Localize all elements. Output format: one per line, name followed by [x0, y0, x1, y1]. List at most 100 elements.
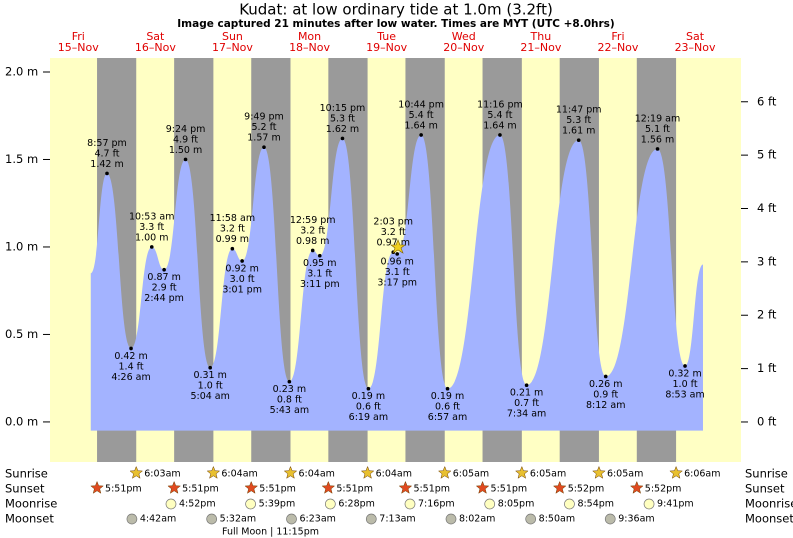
- sunrise-icon: [360, 465, 375, 479]
- extreme-label: 5:43 am: [270, 405, 309, 416]
- moonset-icon: [286, 513, 297, 525]
- extreme-label: 1.64 m: [404, 120, 437, 131]
- extreme-label: 1.0 ft: [673, 379, 698, 390]
- y-tick-label: 1.0 m: [5, 239, 38, 253]
- extreme-label: 3.3 ft: [139, 222, 164, 233]
- y-tick-label: 1.5 m: [5, 152, 38, 166]
- extreme-label: 1.64 m: [483, 120, 516, 131]
- day-date: 19–Nov: [366, 41, 407, 54]
- sunrise-time: 6:03am: [144, 469, 180, 480]
- extreme-label: 0.87 m: [147, 272, 180, 283]
- extreme-label: 0.31 m: [193, 370, 226, 381]
- extreme-label: 0.9 ft: [593, 389, 618, 400]
- moonrise-time: 4:52pm: [179, 499, 216, 510]
- extreme-label: 8:57 pm: [87, 138, 127, 149]
- extreme-label: 1.42 m: [90, 159, 123, 170]
- sunrise-icon: [283, 465, 298, 479]
- y-tick-label: 2.0 m: [5, 64, 38, 78]
- row-label: Sunset: [745, 482, 785, 496]
- day-weekday: Mon: [298, 30, 321, 43]
- moonset-icon: [365, 513, 377, 525]
- y-tick-label: 0.5 m: [5, 327, 38, 341]
- extreme-dot: [162, 267, 166, 272]
- extreme-label: 10:15 pm: [320, 103, 366, 114]
- extreme-label: 3.0 ft: [230, 274, 255, 285]
- y2-tick-label: 6 ft: [757, 94, 777, 108]
- extreme-dot: [603, 374, 608, 379]
- y2-tick-label: 0 ft: [757, 414, 777, 428]
- extreme-label: 1.56 m: [641, 134, 674, 145]
- sunrise-icon: [669, 465, 683, 479]
- sunset-time: 5:51pm: [336, 484, 373, 495]
- extreme-label: 9:49 pm: [244, 112, 284, 123]
- sunrise-time: 6:06am: [684, 469, 720, 480]
- extreme-label: 0.7 ft: [514, 398, 539, 409]
- extreme-label: 9:24 pm: [166, 124, 206, 135]
- now-marker: [390, 239, 406, 254]
- day-weekday: Tue: [376, 30, 396, 43]
- extreme-label: 5.4 ft: [409, 110, 434, 121]
- extreme-label: 0.32 m: [668, 368, 701, 379]
- day-date: 23–Nov: [675, 41, 716, 54]
- extreme-label: 1.0 ft: [198, 381, 223, 392]
- sunset-icon: [475, 480, 490, 494]
- extreme-label: 11:16 pm: [477, 99, 523, 110]
- extreme-label: 11:58 am: [210, 213, 255, 224]
- extreme-label: 1.00 m: [135, 232, 168, 243]
- extreme-label: 4.7 ft: [94, 148, 119, 159]
- moonset-icon: [126, 513, 138, 525]
- y2-tick-label: 1 ft: [757, 361, 777, 375]
- day-weekday: Sat: [686, 30, 705, 43]
- extreme-label: 7:34 am: [507, 409, 546, 420]
- extreme-label: 5.3 ft: [566, 115, 591, 126]
- extreme-label: 0.96 m: [380, 256, 413, 267]
- sunrise-icon: [206, 465, 221, 479]
- extreme-label: 5.1 ft: [645, 124, 670, 135]
- day-date: 22–Nov: [597, 41, 638, 54]
- extreme-label: 1.4 ft: [119, 361, 144, 372]
- sunset-time: 5:51pm: [413, 484, 450, 495]
- moonrise-time: 5:39pm: [259, 499, 296, 510]
- extreme-label: 3:01 pm: [222, 284, 262, 295]
- sunrise-time: 6:05am: [530, 469, 566, 480]
- extreme-label: 0.99 m: [216, 234, 249, 245]
- sunrise-icon: [437, 465, 452, 479]
- sunrise-time: 6:05am: [453, 469, 489, 480]
- moonset-time: 6:23am: [300, 514, 336, 525]
- extreme-label: 3:11 pm: [300, 279, 340, 290]
- extreme-dot: [310, 248, 315, 253]
- day-date: 20–Nov: [443, 41, 484, 54]
- extreme-label: 0.92 m: [225, 263, 258, 274]
- moonrise-time: 6:28pm: [338, 499, 375, 510]
- moonrise-icon: [404, 498, 416, 510]
- extreme-dot: [317, 253, 322, 258]
- moonrise-icon: [165, 498, 177, 510]
- extreme-label: 0.19 m: [431, 391, 464, 402]
- extreme-dot: [683, 364, 687, 368]
- moonrise-time: 8:05pm: [498, 499, 535, 510]
- extreme-dot: [105, 171, 109, 176]
- extreme-label: 0.26 m: [589, 379, 622, 390]
- extreme-label: 12:19 am: [635, 113, 680, 124]
- extreme-label: 12:59 pm: [290, 215, 336, 226]
- sunrise-time: 6:04am: [298, 469, 334, 480]
- moonset-time: 9:36am: [618, 514, 654, 525]
- extreme-dot: [445, 386, 450, 391]
- row-label: Moonrise: [745, 497, 793, 511]
- extreme-label: 0.6 ft: [356, 402, 381, 413]
- y2-tick-label: 2 ft: [757, 308, 777, 322]
- extreme-label: 5:04 am: [190, 391, 229, 402]
- extreme-label: 3:17 pm: [377, 277, 417, 288]
- moonset-icon: [445, 513, 457, 525]
- extreme-label: 3.2 ft: [381, 227, 406, 238]
- sunrise-icon: [129, 465, 144, 479]
- extreme-dot: [208, 365, 212, 370]
- moonrise-icon: [245, 498, 256, 510]
- extreme-dot: [395, 252, 399, 256]
- sunset-icon: [90, 480, 104, 494]
- y-tick-label: 0.0 m: [5, 414, 38, 428]
- row-label: Moonset: [5, 512, 54, 526]
- extreme-label: 8:53 am: [665, 389, 704, 400]
- moonrise-icon: [564, 498, 575, 510]
- sunset-icon: [167, 480, 181, 494]
